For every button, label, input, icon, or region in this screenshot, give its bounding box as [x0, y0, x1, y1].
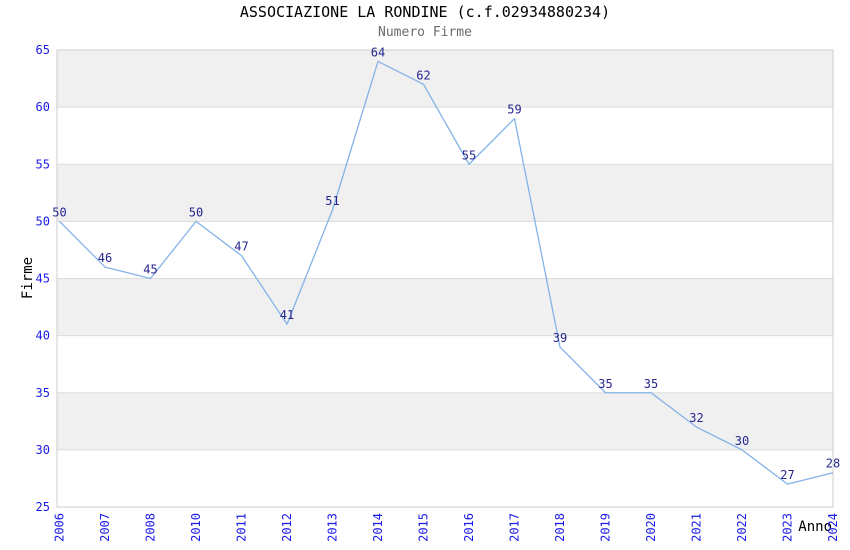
data-point-label: 50 — [52, 205, 66, 219]
x-tick-label: 2020 — [644, 513, 658, 542]
plot-border — [56, 49, 834, 508]
x-tick-label: 2017 — [508, 513, 522, 542]
y-tick-label: 65 — [36, 43, 50, 57]
x-tick-label: 2022 — [735, 513, 749, 542]
data-point-label: 46 — [98, 251, 112, 265]
data-point-label: 32 — [689, 411, 703, 425]
x-tick-label: 2018 — [553, 513, 567, 542]
x-tick-label: 2019 — [599, 513, 613, 542]
x-tick-label: 2010 — [189, 513, 203, 542]
y-tick-label: 40 — [36, 329, 50, 343]
x-tick-label: 2011 — [235, 513, 249, 542]
data-point-label: 27 — [780, 468, 794, 482]
chart-subtitle: Numero Firme — [378, 25, 472, 40]
data-point-label: 64 — [371, 45, 385, 59]
x-tick-label: 2015 — [417, 513, 431, 542]
data-point-label: 51 — [325, 194, 339, 208]
data-point-label: 50 — [189, 205, 203, 219]
data-point-label: 30 — [735, 434, 749, 448]
x-tick-label: 2021 — [690, 513, 704, 542]
data-point-label: 39 — [553, 331, 567, 345]
data-point-label: 62 — [416, 68, 430, 82]
x-tick-label: 2007 — [98, 513, 112, 542]
chart-title: ASSOCIAZIONE LA RONDINE (c.f.02934880234… — [239, 3, 611, 21]
y-tick-label: 60 — [36, 100, 50, 114]
x-tick-label: 2024 — [826, 513, 840, 542]
grid-band — [57, 392, 833, 450]
y-tick-label: 45 — [36, 272, 50, 286]
data-point-label: 55 — [462, 148, 476, 162]
y-tick-label: 50 — [36, 214, 50, 228]
data-point-label: 28 — [826, 457, 840, 471]
series-line — [59, 60, 834, 485]
data-point-label: 35 — [644, 377, 658, 391]
grid-band — [57, 164, 833, 222]
data-point-label: 47 — [234, 240, 248, 254]
x-tick-label: 2014 — [371, 513, 385, 542]
y-tick-label: 55 — [36, 157, 50, 171]
y-tick-label: 35 — [36, 386, 50, 400]
data-point-label: 45 — [143, 263, 157, 277]
x-axis-title: Anno — [798, 519, 832, 535]
x-tick-label: 2008 — [144, 513, 158, 542]
y-tick-label: 30 — [36, 443, 50, 457]
grid-band — [57, 50, 833, 108]
data-point-label: 41 — [280, 308, 294, 322]
x-tick-label: 2016 — [462, 513, 476, 542]
x-tick-label: 2023 — [781, 513, 795, 542]
x-tick-label: 2012 — [280, 513, 294, 542]
y-tick-label: 25 — [36, 500, 50, 514]
data-point-label: 35 — [598, 377, 612, 391]
data-point-label: 59 — [507, 103, 521, 117]
x-tick-label: 2013 — [326, 513, 340, 542]
x-tick-label: 2006 — [53, 513, 67, 542]
grid-band — [57, 278, 833, 336]
